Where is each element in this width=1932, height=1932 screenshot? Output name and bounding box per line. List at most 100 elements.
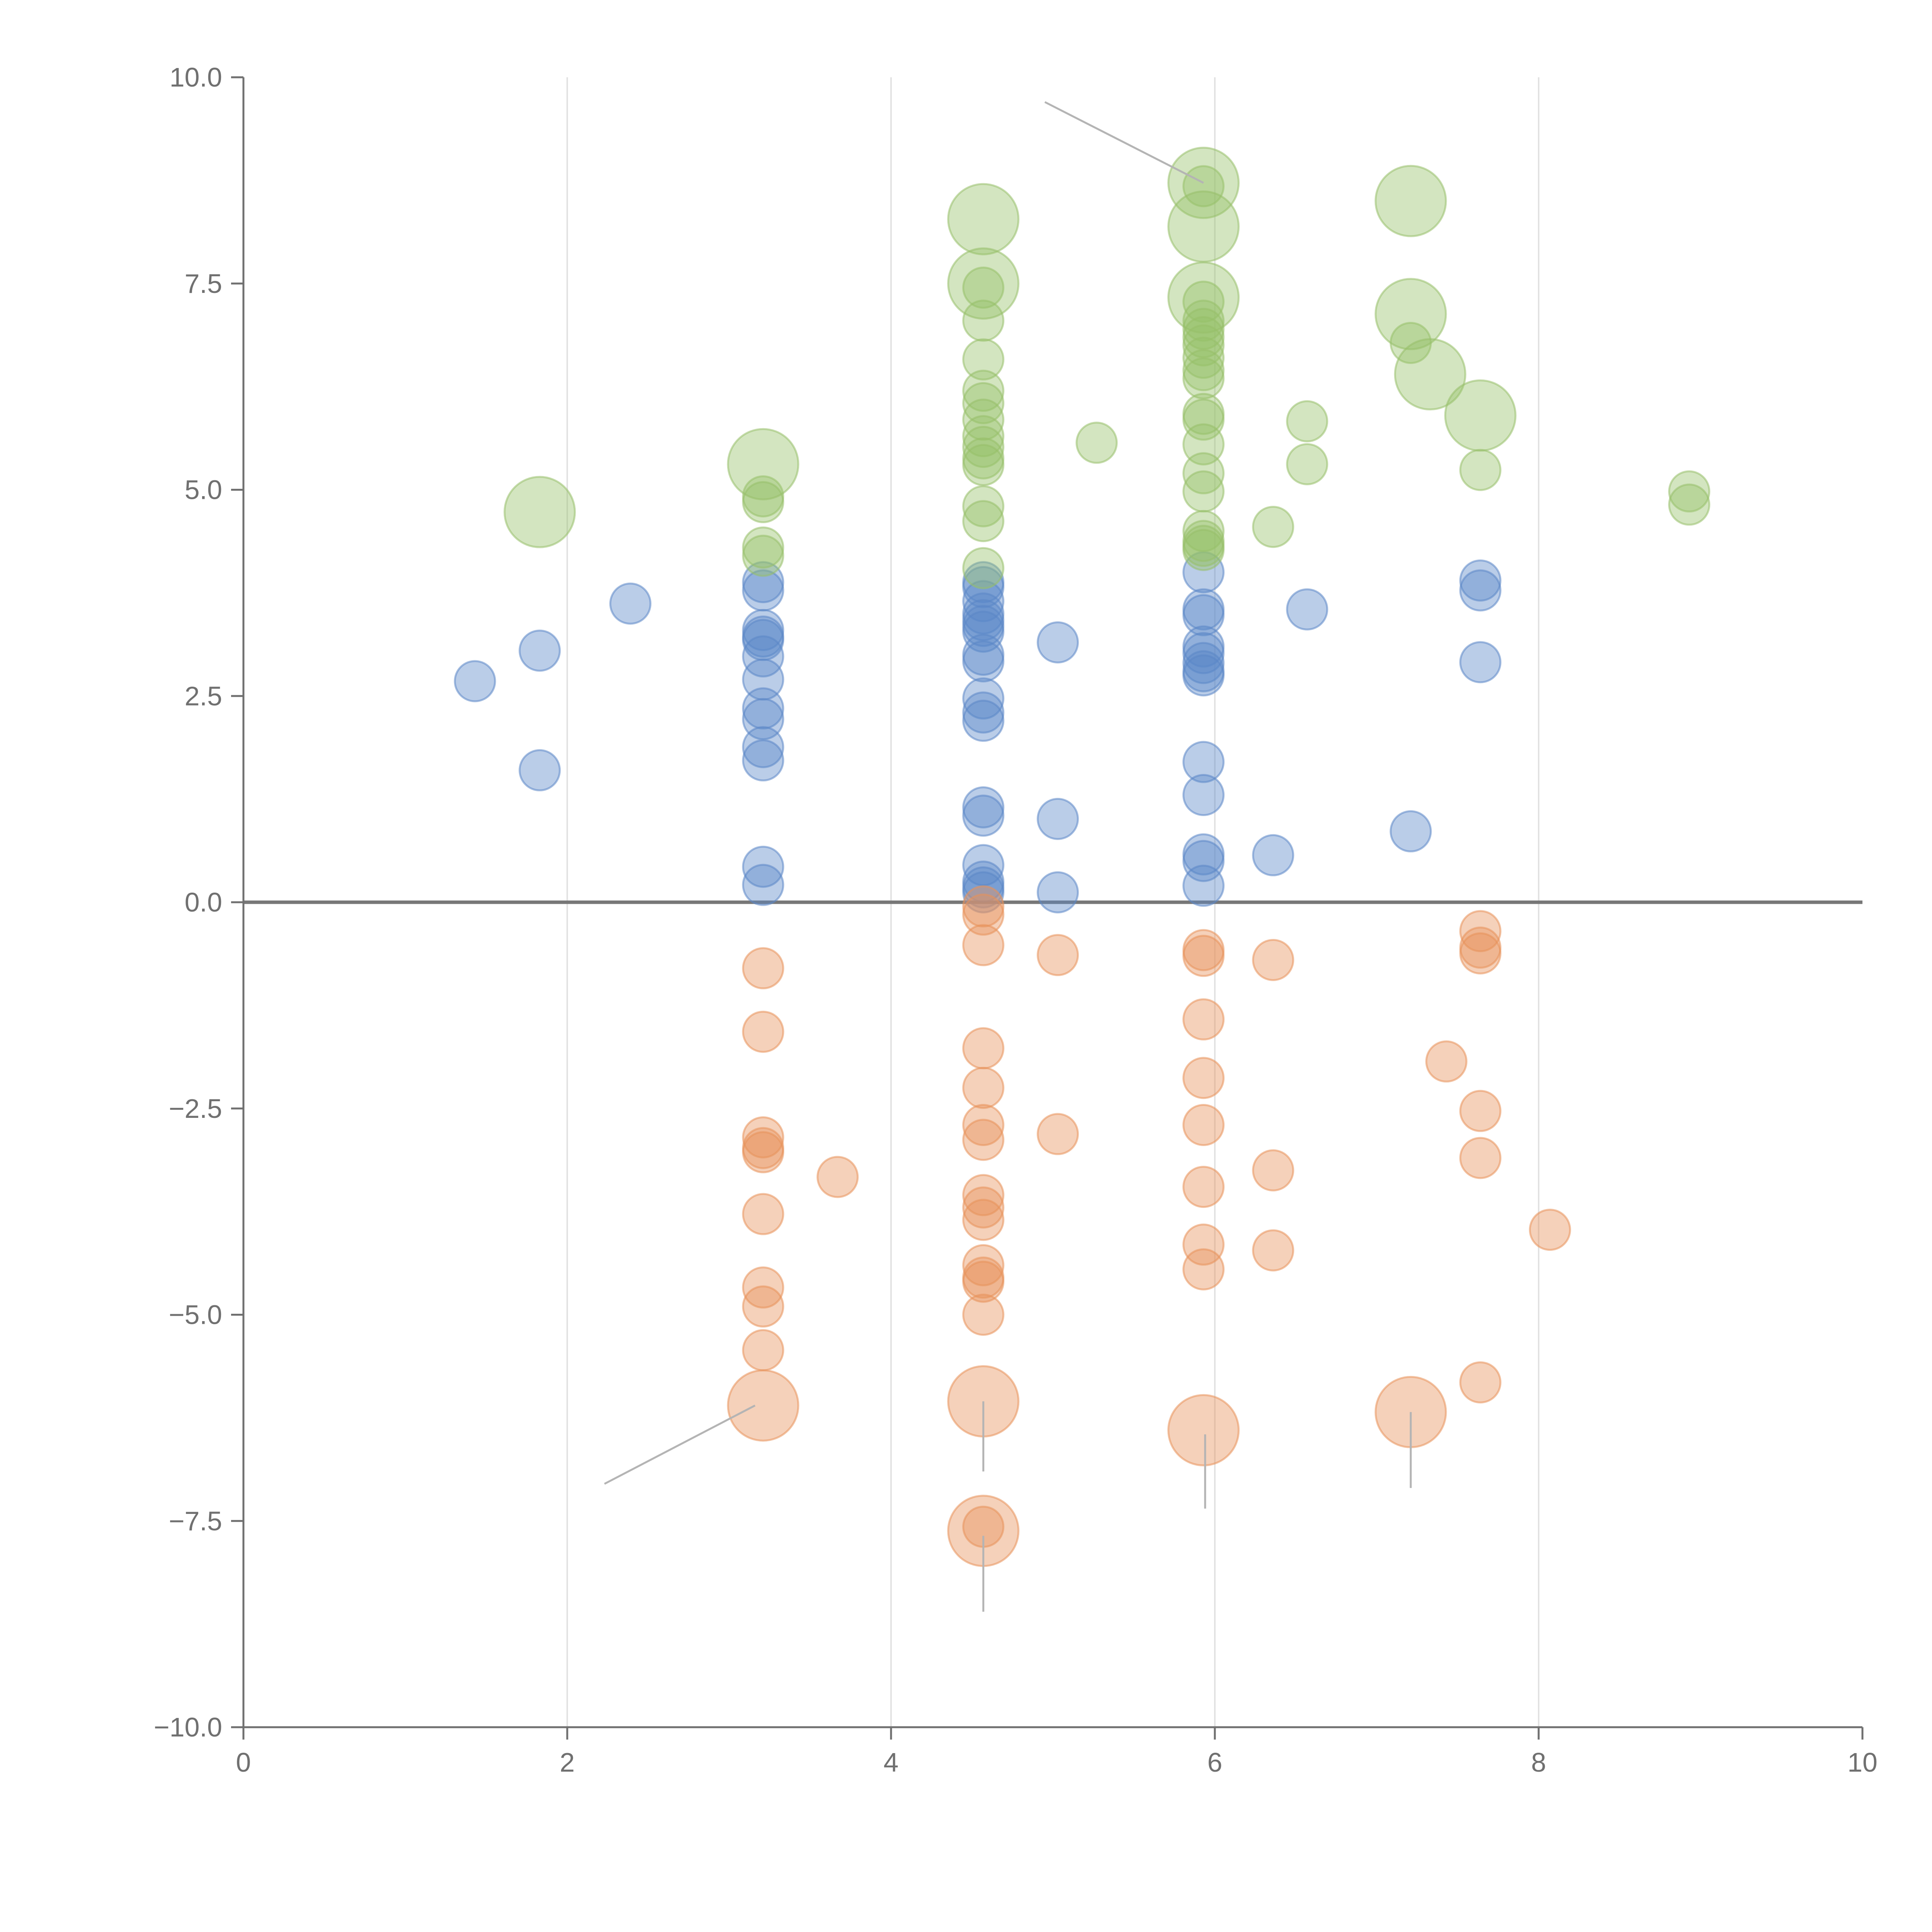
point-green-29 xyxy=(1182,423,1225,466)
x-tick-label: 0 xyxy=(236,1747,251,1777)
y-tick-label: 0.0 xyxy=(185,887,222,917)
point-green-42 xyxy=(1668,483,1711,526)
point-large-green-8 xyxy=(1374,278,1447,350)
point-green-35 xyxy=(1182,529,1225,571)
point-green-11 xyxy=(962,425,1005,468)
x-tick-label: 8 xyxy=(1531,1747,1546,1777)
point-green-13 xyxy=(962,444,1005,486)
leader-line-1 xyxy=(604,1405,756,1485)
point-green-38 xyxy=(1286,443,1328,485)
point-green-14 xyxy=(962,485,1005,527)
point-orange-17 xyxy=(962,1174,1005,1216)
point-green-1 xyxy=(742,481,784,524)
point-orange-20 xyxy=(962,1244,1005,1286)
point-orange-4 xyxy=(742,1131,784,1173)
point-green-8 xyxy=(962,382,1005,424)
y-tick-label: −7.5 xyxy=(169,1506,222,1536)
point-blue-45 xyxy=(1182,654,1225,697)
point-orange-37 xyxy=(1252,1229,1294,1272)
point-orange-42 xyxy=(1459,1090,1502,1132)
x-tick-label: 4 xyxy=(884,1747,899,1777)
point-blue-14 xyxy=(742,739,784,782)
point-green-7 xyxy=(962,369,1005,412)
point-orange-32 xyxy=(1182,1166,1225,1208)
point-green-26 xyxy=(1182,357,1225,400)
point-orange-39 xyxy=(1459,910,1502,952)
point-orange-30 xyxy=(1182,1057,1225,1099)
point-blue-13 xyxy=(742,726,784,769)
point-blue-28 xyxy=(962,699,1005,742)
point-orange-38 xyxy=(1425,1040,1468,1083)
annotation-leader-lines xyxy=(604,101,1412,1612)
point-green-23 xyxy=(1182,324,1225,367)
point-large-green-0 xyxy=(503,476,576,548)
series-blue xyxy=(454,551,1502,913)
point-large-green-7 xyxy=(1374,165,1447,237)
point-blue-36 xyxy=(1037,798,1079,840)
point-green-10 xyxy=(962,415,1005,457)
point-blue-49 xyxy=(1182,840,1225,882)
point-orange-1 xyxy=(742,1010,784,1053)
y-tick-label: 5.0 xyxy=(185,475,222,505)
point-blue-37 xyxy=(1037,871,1079,913)
point-blue-47 xyxy=(1182,774,1225,816)
point-blue-15 xyxy=(742,845,784,888)
point-blue-50 xyxy=(1182,864,1225,907)
point-orange-19 xyxy=(962,1199,1005,1241)
series-large-orange xyxy=(727,1365,1447,1567)
series-green xyxy=(742,165,1711,589)
point-orange-23 xyxy=(962,1294,1005,1336)
y-tick-label: 2.5 xyxy=(185,681,222,711)
point-orange-9 xyxy=(816,1156,859,1198)
point-blue-3 xyxy=(609,582,651,625)
point-blue-2 xyxy=(519,749,561,791)
y-tick-label: −10.0 xyxy=(154,1712,222,1742)
point-green-17 xyxy=(1075,422,1118,464)
point-blue-9 xyxy=(742,635,784,678)
point-blue-26 xyxy=(962,677,1005,720)
point-green-30 xyxy=(1182,452,1225,495)
point-blue-35 xyxy=(1037,621,1079,663)
point-blue-53 xyxy=(1389,810,1432,852)
point-large-green-5 xyxy=(1167,190,1240,263)
y-tick-label: 10.0 xyxy=(170,62,222,92)
point-orange-14 xyxy=(962,1066,1005,1109)
point-green-32 xyxy=(1182,510,1225,552)
point-orange-8 xyxy=(742,1329,784,1371)
point-orange-45 xyxy=(1529,1209,1571,1251)
point-orange-5 xyxy=(742,1193,784,1235)
point-orange-28 xyxy=(1182,935,1225,977)
series-orange xyxy=(742,885,1571,1548)
point-green-40 xyxy=(1459,449,1502,491)
y-tick-label: −5.0 xyxy=(169,1300,222,1330)
point-orange-2 xyxy=(742,1116,784,1158)
point-green-5 xyxy=(962,299,1005,342)
point-large-green-6 xyxy=(1167,261,1240,334)
point-blue-52 xyxy=(1286,588,1328,631)
point-blue-19 xyxy=(962,580,1005,622)
point-blue-11 xyxy=(742,687,784,730)
point-orange-7 xyxy=(742,1285,784,1328)
point-orange-29 xyxy=(1182,998,1225,1041)
point-blue-25 xyxy=(962,640,1005,683)
leader-line-0 xyxy=(1044,101,1204,184)
point-green-28 xyxy=(1182,398,1225,441)
point-large-green-2 xyxy=(947,183,1020,255)
point-blue-30 xyxy=(962,794,1005,837)
point-orange-16 xyxy=(962,1119,1005,1161)
data-points xyxy=(454,146,1711,1567)
point-blue-40 xyxy=(1182,594,1225,636)
point-orange-31 xyxy=(1182,1104,1225,1146)
x-tick-label: 6 xyxy=(1208,1747,1223,1777)
point-blue-34 xyxy=(962,871,1005,913)
point-blue-16 xyxy=(742,864,784,906)
y-tick-label: −2.5 xyxy=(169,1094,222,1124)
point-green-18 xyxy=(1182,165,1225,207)
point-blue-55 xyxy=(1459,569,1502,612)
point-green-16 xyxy=(962,547,1005,589)
point-blue-56 xyxy=(1459,641,1502,684)
series-large-green xyxy=(503,146,1517,548)
point-orange-34 xyxy=(1182,1248,1225,1291)
